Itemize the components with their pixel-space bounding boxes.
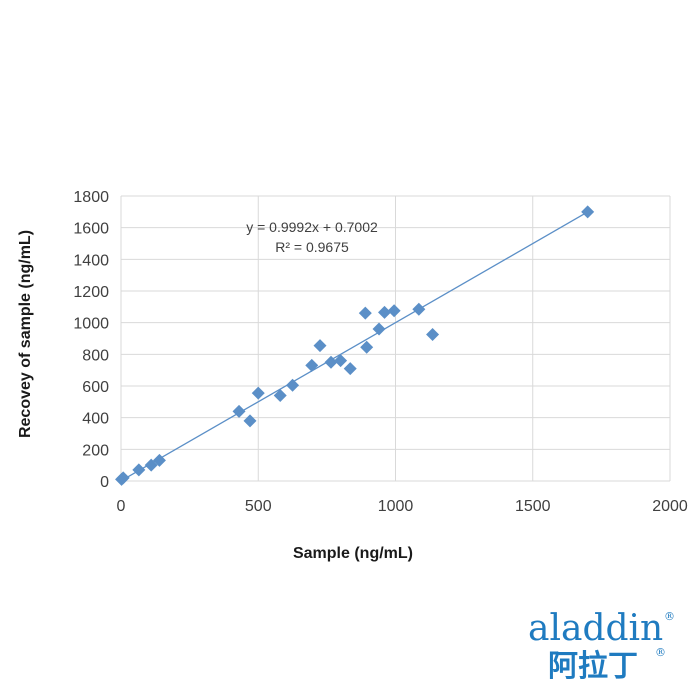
grid-lines [120, 195, 671, 482]
data-point-18 [378, 305, 392, 319]
logo-registered-mark-en: ® [664, 610, 675, 623]
data-point-4 [152, 453, 166, 467]
x-axis-title: Sample (ng/mL) [293, 545, 413, 562]
data-point-5 [232, 404, 246, 418]
y-tick-label-5: 1000 [73, 316, 109, 333]
x-tick-label-4: 2000 [652, 498, 688, 515]
data-point-21 [426, 328, 440, 342]
trendline-r-squared: R² = 0.9675 [275, 239, 349, 255]
trendline [121, 211, 588, 482]
data-point-11 [313, 339, 327, 353]
y-tick-label-0: 0 [100, 474, 109, 491]
data-point-17 [372, 322, 386, 336]
x-tick-labels: 0 500 1000 1500 2000 [117, 498, 688, 515]
data-point-14 [343, 362, 357, 376]
logo-text-en: aladdin [528, 608, 663, 649]
data-point-8 [273, 389, 287, 402]
data-point-15 [358, 306, 372, 320]
y-tick-label-8: 1600 [73, 221, 109, 238]
y-tick-label-4: 800 [82, 347, 109, 364]
y-tick-label-6: 1200 [73, 284, 109, 301]
data-point-9 [286, 378, 300, 392]
data-points [115, 205, 595, 486]
x-tick-label-2: 1000 [378, 498, 414, 515]
x-tick-label-1: 500 [245, 498, 272, 515]
aladdin-logo: aladdin ® 阿拉丁 ® [528, 608, 675, 684]
y-tick-label-3: 600 [82, 379, 109, 396]
x-tick-label-3: 1500 [515, 498, 551, 515]
y-tick-label-1: 200 [82, 442, 109, 459]
data-point-19 [387, 304, 401, 318]
y-axis-title: Recovey of sample (ng/mL) [17, 230, 34, 438]
data-point-12 [324, 355, 338, 369]
y-tick-label-9: 1800 [73, 189, 109, 206]
y-tick-labels: 0 200 400 600 800 1000 1200 1400 1600 1800 [73, 189, 109, 491]
data-point-22 [581, 205, 595, 219]
logo-text-cn: 阿拉丁 [548, 649, 638, 684]
data-point-6 [243, 414, 257, 428]
trendline-layer [121, 211, 588, 482]
data-point-7 [251, 386, 265, 400]
x-tick-label-0: 0 [117, 498, 126, 515]
logo-registered-mark-cn: ® [655, 646, 666, 659]
y-tick-label-2: 400 [82, 411, 109, 428]
y-tick-label-7: 1400 [73, 252, 109, 269]
data-point-16 [360, 340, 374, 354]
data-point-20 [412, 302, 426, 316]
data-point-1 [116, 471, 130, 485]
data-point-13 [334, 354, 348, 368]
data-point-2 [132, 463, 146, 477]
trendline-equation: y = 0.9992x + 0.7002 [246, 219, 378, 235]
data-point-10 [305, 358, 319, 372]
